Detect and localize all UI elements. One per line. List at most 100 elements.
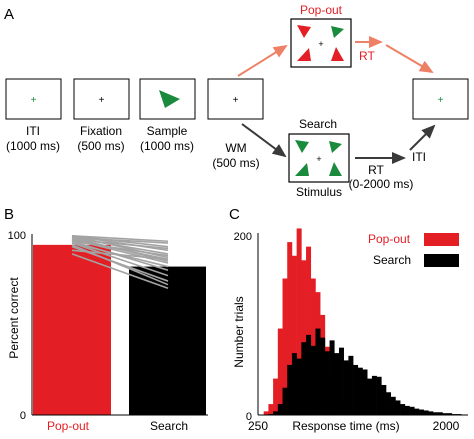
hist-bin-pop-out [296, 228, 302, 415]
distractor-triangle-icon [331, 47, 344, 61]
hist-bin-pop-out [306, 246, 312, 415]
hist-bin-search [329, 340, 335, 415]
popout-to-iti-arrow [385, 44, 434, 74]
hist-bin-search [395, 400, 401, 415]
panel-c-xlabel: Response time (ms) [292, 419, 399, 433]
hist-bin-search [291, 353, 297, 415]
step-label-fixation: Fixation [80, 124, 122, 138]
hist-bin-search [442, 413, 448, 415]
step-duration-wm: (500 ms) [212, 156, 259, 170]
hist-bin-search [423, 410, 429, 415]
iti-screen [5, 78, 62, 120]
hist-bin-search [301, 342, 307, 415]
wm-screen [207, 78, 264, 120]
hist-bin-search [287, 364, 293, 415]
hist-bin-pop-out [268, 404, 274, 415]
hist-bin-pop-out [282, 278, 288, 415]
panel-b-label: B [4, 206, 14, 223]
hist-bin-search [409, 406, 415, 415]
hist-bin-search [376, 376, 382, 415]
subject-line [71, 235, 169, 243]
distractor-triangle-icon [329, 162, 342, 176]
hist-bin-search [400, 404, 406, 415]
panel-c-ytick-bottom: 0 [246, 411, 252, 423]
hist-bin-search [320, 337, 326, 415]
fixation-cross-icon: + [316, 154, 321, 164]
stimulus-label: Stimulus [296, 185, 342, 199]
hist-bin-search [343, 360, 349, 415]
hist-bin-search [357, 367, 363, 415]
hist-bin-search [353, 364, 359, 415]
panel-c-ylabel: Number trials [232, 296, 246, 367]
rt-label-bottom: RT [368, 163, 384, 177]
fixation-cross-icon: + [438, 95, 444, 106]
hist-bin-pop-out [263, 411, 269, 415]
subject-line [71, 240, 169, 271]
panel-c-label: C [229, 206, 240, 223]
hist-bin-pop-out [291, 255, 297, 415]
hist-bin-search [315, 328, 321, 415]
bar-search [129, 266, 206, 415]
subject-line [71, 244, 169, 286]
panel-b-ylabel: Percent correct [7, 277, 21, 359]
hist-bin-search [273, 411, 279, 415]
panel-b-ytick-top: 100 [8, 230, 26, 242]
search-branch-arrow [241, 123, 287, 158]
hist-bin-search [437, 412, 443, 415]
fixation-cross-icon: + [318, 39, 323, 49]
hist-bin-search [277, 404, 283, 415]
search-to-iti-arrow [409, 124, 436, 151]
search-title: Search [299, 117, 337, 131]
panel-c-xtick-left: 250 [248, 419, 268, 433]
hist-bin-search [428, 411, 434, 415]
hist-bin-pop-out [277, 328, 283, 415]
hist-bin-pop-out [287, 242, 293, 415]
hist-bin-search [338, 347, 344, 415]
step-duration-iti: (1000 ms) [6, 139, 60, 153]
hist-bin-search [390, 396, 396, 415]
subject-line [71, 238, 169, 250]
distractor-triangle-icon [297, 48, 311, 61]
hist-bin-search [306, 334, 312, 415]
panel-b-category-search: Search [150, 419, 188, 433]
hist-bin-search [447, 413, 453, 415]
step-label-sample: Sample [147, 124, 188, 138]
hist-bin-search [348, 355, 354, 415]
fixation-cross-icon: + [31, 95, 37, 106]
hist-bin-search [367, 378, 373, 415]
subject-line [71, 236, 169, 244]
step-duration-fixation: (500 ms) [77, 139, 124, 153]
subject-line [71, 253, 169, 290]
bar-pop-out [33, 244, 111, 415]
fixation-screen [73, 78, 130, 120]
distractor-triangle-icon [295, 140, 309, 153]
hist-bin-search [418, 409, 424, 415]
subject-line [71, 242, 169, 268]
legend-label-popout: Pop-out [368, 232, 411, 246]
target-triangle-icon [331, 26, 344, 38]
hist-bin-search [386, 392, 392, 415]
hist-bin-search [334, 353, 340, 415]
hist-bin-search [362, 369, 368, 415]
hist-bin-search [433, 412, 439, 415]
hist-bin-search [310, 345, 316, 415]
legend-label-search: Search [373, 253, 411, 267]
hist-bin-search [404, 405, 410, 415]
panel-b-plot [33, 235, 206, 415]
legend-swatch-search [424, 254, 459, 267]
hist-bin-search [324, 351, 330, 415]
fixation-cross-icon: + [233, 95, 239, 106]
sample-triangle-icon [159, 90, 180, 108]
panel-c-ytick-top: 200 [234, 231, 252, 243]
hist-bin-pop-out [273, 378, 279, 415]
popout-title: Pop-out [300, 3, 343, 17]
distractor-triangle-icon [297, 25, 311, 38]
rt-label-top: RT [359, 49, 375, 63]
hist-bin-search [296, 358, 302, 415]
panel-c-xtick-right: 2000 [433, 419, 460, 433]
step-duration-sample: (1000 ms) [140, 139, 194, 153]
hist-bin-search [371, 375, 377, 415]
rt-range-label: (0-2000 ms) [349, 177, 414, 191]
subject-line [71, 242, 169, 277]
